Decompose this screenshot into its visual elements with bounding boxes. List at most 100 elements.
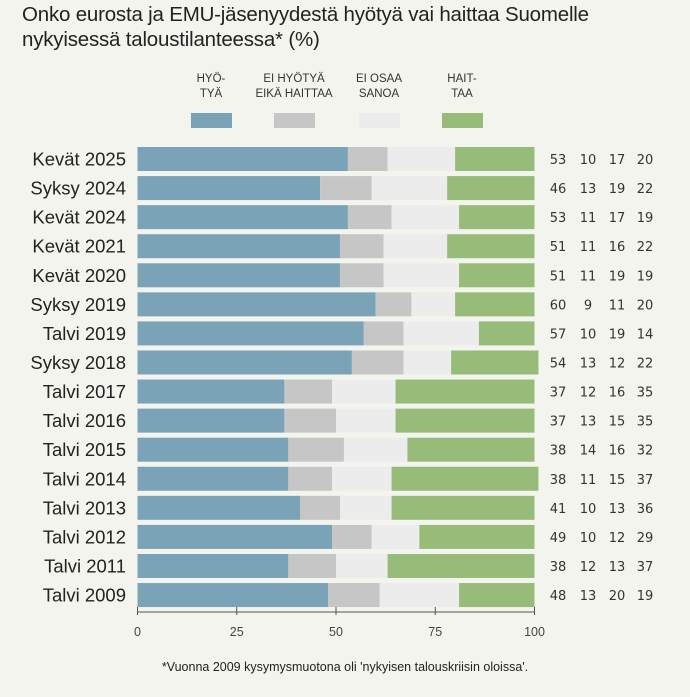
chart-title-line-1: Onko eurosta ja EMU-jäsenyydestä hyötyä … <box>22 3 589 26</box>
category-label: Syksy 2018 <box>30 352 126 373</box>
x-tick-label: 50 <box>329 625 343 639</box>
value-label: 19 <box>637 269 654 284</box>
bar-segment-hyö-tyä <box>137 408 285 433</box>
bar-segment-ei-hyötyä-eikä-haittaa <box>351 350 404 375</box>
bar-segment-hyö-tyä <box>137 292 376 317</box>
bar-segment-hait-taa <box>459 583 535 608</box>
value-label: 49 <box>550 531 567 546</box>
category-label: Talvi 2017 <box>43 381 126 402</box>
bar-segment-ei-osaa-sanoa <box>336 553 388 578</box>
value-label: 19 <box>609 269 626 284</box>
bar-segment-ei-osaa-sanoa <box>411 292 456 317</box>
bar-segment-hait-taa <box>459 205 535 230</box>
bar-segment-hait-taa <box>451 350 539 375</box>
value-label: 10 <box>580 502 597 517</box>
bar-segment-ei-osaa-sanoa <box>343 437 408 462</box>
bar-segment-ei-hyötyä-eikä-haittaa <box>288 553 336 578</box>
bar-segment-hait-taa <box>387 553 535 578</box>
value-label: 19 <box>609 327 626 342</box>
bar-segment-ei-hyötyä-eikä-haittaa <box>320 176 372 201</box>
bar-segment-ei-hyötyä-eikä-haittaa <box>284 408 336 433</box>
value-label: 10 <box>580 153 597 168</box>
value-label: 20 <box>637 153 654 168</box>
value-label: 16 <box>609 386 626 401</box>
category-label: Talvi 2019 <box>43 323 126 344</box>
bar-segment-hyö-tyä <box>137 466 289 491</box>
bar-segment-hyö-tyä <box>137 524 333 549</box>
value-label: 35 <box>637 415 654 430</box>
value-label: 41 <box>550 502 567 517</box>
legend-item: HAIT- TAA <box>412 72 512 128</box>
bar-segment-ei-osaa-sanoa <box>391 205 460 230</box>
legend-swatch <box>358 113 400 128</box>
value-label: 37 <box>637 473 654 488</box>
legend-item: EI OSAA SANOA <box>329 72 429 128</box>
bar-segment-ei-hyötyä-eikä-haittaa <box>328 583 380 608</box>
value-label: 35 <box>637 386 654 401</box>
bar-segment-hyö-tyä <box>137 583 329 608</box>
value-label: 19 <box>609 182 626 197</box>
bar-segment-ei-osaa-sanoa <box>336 408 396 433</box>
value-label: 17 <box>609 211 626 226</box>
bar-segment-hyö-tyä <box>137 437 289 462</box>
value-label: 13 <box>580 415 597 430</box>
legend-swatch <box>441 113 483 128</box>
bar-segment-ei-osaa-sanoa <box>332 379 396 404</box>
value-label: 12 <box>580 386 597 401</box>
value-label: 15 <box>609 473 626 488</box>
bar-segment-ei-hyötyä-eikä-haittaa <box>339 263 384 288</box>
value-label: 22 <box>637 356 654 371</box>
chart-title-line-2: nykyisessä taloustilanteessa* (%) <box>22 28 320 51</box>
value-label: 12 <box>580 560 597 575</box>
category-label: Kevät 2020 <box>32 265 126 286</box>
value-label: 29 <box>637 531 654 546</box>
bar-segment-ei-osaa-sanoa <box>371 176 448 201</box>
bar-segment-ei-hyötyä-eikä-haittaa <box>288 466 333 491</box>
value-label: 22 <box>637 182 654 197</box>
bar-segment-hyö-tyä <box>137 234 340 259</box>
bar-segment-ei-osaa-sanoa <box>383 263 460 288</box>
category-label: Syksy 2024 <box>30 178 126 199</box>
value-label: 16 <box>609 444 626 459</box>
bar-segment-ei-osaa-sanoa <box>403 350 452 375</box>
category-label: Syksy 2019 <box>30 294 126 315</box>
bar-segment-hait-taa <box>447 234 535 259</box>
bar-segment-ei-hyötyä-eikä-haittaa <box>332 524 372 549</box>
legend-label: EI HYÖTYÄ EIKÄ HAITTAA <box>255 73 333 100</box>
chart-title: Onko eurosta ja EMU-jäsenyydestä hyötyä … <box>22 2 589 52</box>
value-label: 10 <box>580 327 597 342</box>
value-label: 36 <box>637 502 654 517</box>
value-label: 32 <box>637 444 654 459</box>
bar-segment-hyö-tyä <box>137 205 348 230</box>
bar-segment-hait-taa <box>478 321 535 346</box>
bar-segment-ei-hyötyä-eikä-haittaa <box>300 495 340 520</box>
value-label: 38 <box>550 444 567 459</box>
value-label: 13 <box>580 589 597 604</box>
value-label: 13 <box>609 560 626 575</box>
value-label: 38 <box>550 473 567 488</box>
bar-segment-hait-taa <box>395 379 535 404</box>
bar-segment-ei-hyötyä-eikä-haittaa <box>375 292 412 317</box>
value-label: 19 <box>637 211 654 226</box>
footnote: *Vuonna 2009 kysymysmuotona oli 'nykyise… <box>161 660 529 674</box>
bar-segment-hait-taa <box>419 524 535 549</box>
value-label: 11 <box>580 269 597 284</box>
legend-item: HYÖ- TYÄ <box>161 72 261 128</box>
x-tick-label: 75 <box>428 625 442 639</box>
legend-label: HAIT- TAA <box>447 73 477 100</box>
category-label: Talvi 2011 <box>44 555 126 576</box>
bar-segment-ei-hyötyä-eikä-haittaa <box>363 321 404 346</box>
value-label: 37 <box>637 560 654 575</box>
value-label: 10 <box>580 531 597 546</box>
legend-item: EI HYÖTYÄ EIKÄ HAITTAA <box>244 72 344 128</box>
x-tick-label: 100 <box>524 625 545 639</box>
value-label: 46 <box>550 182 567 197</box>
value-label: 57 <box>550 327 567 342</box>
bar-segment-hait-taa <box>455 292 535 317</box>
bar-segment-hait-taa <box>459 263 535 288</box>
bar-segment-hait-taa <box>447 176 535 201</box>
bar-segment-hait-taa <box>391 495 535 520</box>
category-label: Kevät 2021 <box>32 236 126 257</box>
bar-segment-hyö-tyä <box>137 263 340 288</box>
